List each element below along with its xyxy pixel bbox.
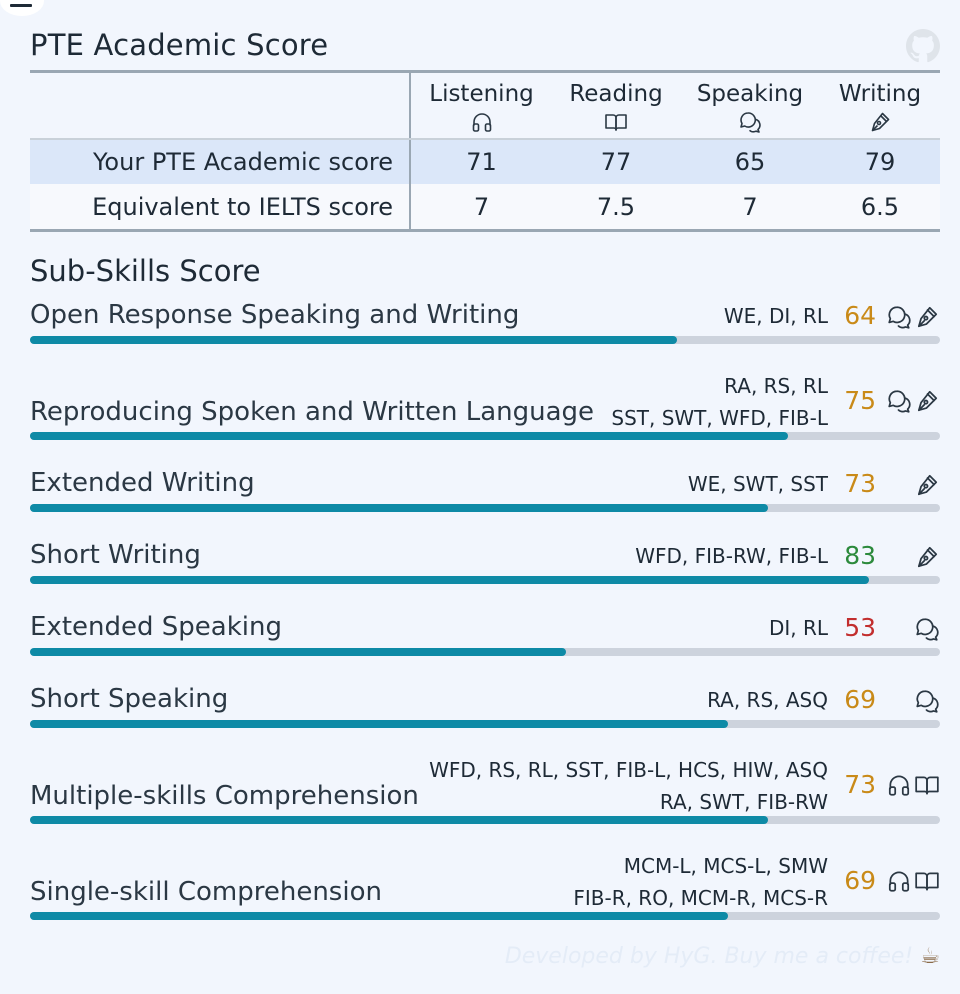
score-table: Listening Reading Speaking Writing Your …: [30, 70, 940, 232]
cell-writing: 6.5: [820, 184, 940, 229]
page-title: PTE Academic Score: [30, 28, 329, 62]
sub-skill-name: Reproducing Spoken and Written Language: [30, 397, 595, 427]
score-bar-track: [30, 576, 940, 584]
score-bar-track: [30, 504, 940, 512]
sub-skill-icons: [880, 472, 940, 498]
sub-skill-name: Extended Writing: [30, 468, 255, 498]
column-speaking: Speaking: [680, 73, 820, 140]
score-bar-fill: [30, 432, 789, 440]
footer-credit[interactable]: Developed by HyG. Buy me a coffee! ☕: [504, 944, 940, 969]
score-bar-fill: [30, 504, 769, 512]
chat-icon: [916, 618, 939, 641]
cell-speaking: 7: [680, 184, 820, 229]
sub-skill-tasks: MCM-L, MCS-L, SMW FIB-R, RO, MCM-R, MCS-R: [573, 854, 828, 910]
sub-skill-tasks: WE, DI, RL: [723, 304, 828, 328]
row-label: Equivalent to IELTS score: [30, 184, 411, 229]
menu-icon: [10, 4, 32, 7]
sub-skill-tasks: RA, RS, ASQ: [707, 688, 828, 712]
score-bar-track: [30, 336, 940, 344]
table-row-ielts-score: Equivalent to IELTS score 7 7.5 7 6.5: [30, 184, 940, 229]
score-bar-track: [30, 912, 940, 920]
sub-skill-score: 73: [844, 770, 876, 799]
column-writing: Writing: [820, 73, 940, 140]
sub-skill-score: 64: [844, 301, 876, 330]
score-bar-fill: [30, 912, 728, 920]
sub-skill-name: Short Writing: [30, 540, 201, 570]
sub-skill-row: Multiple-skills Comprehension WFD, RS, R…: [30, 754, 940, 826]
github-icon[interactable]: [906, 29, 940, 63]
sub-skill-row: Short Speaking RA, RS, ASQ 69: [30, 684, 940, 730]
sub-skill-row: Extended Speaking DI, RL 53: [30, 612, 940, 658]
sub-skill-row: Single-skill Comprehension MCM-L, MCS-L,…: [30, 850, 940, 922]
sub-skills-title: Sub-Skills Score: [30, 254, 261, 288]
score-bar-track: [30, 432, 940, 440]
pen-icon: [918, 390, 938, 412]
score-bar-fill: [30, 336, 678, 344]
column-reading: Reading: [552, 73, 680, 140]
pen-icon: [918, 306, 938, 328]
score-bar-track: [30, 720, 940, 728]
row-label: Your PTE Academic score: [30, 139, 411, 184]
sub-skill-row: Short Writing WFD, FIB-RW, FIB-L 83: [30, 540, 940, 586]
score-bar-fill: [30, 720, 728, 728]
sub-skill-icons: [880, 544, 940, 570]
book-icon: [605, 114, 627, 131]
sub-skill-tasks: WFD, FIB-RW, FIB-L: [635, 544, 828, 568]
sub-skill-score: 69: [844, 866, 876, 895]
pen-icon: [918, 474, 938, 496]
score-bar-track: [30, 816, 940, 824]
headphones-icon: [888, 775, 910, 796]
sub-skill-tasks: WFD, RS, RL, SST, FIB-L, HCS, HIW, ASQ RA…: [429, 758, 828, 814]
table-header-row: Listening Reading Speaking Writing: [30, 73, 940, 140]
sub-skill-icons: [880, 616, 940, 642]
sub-skill-name: Single-skill Comprehension: [30, 877, 382, 907]
cell-writing: 79: [820, 139, 940, 184]
sub-skill-icons: [880, 388, 940, 414]
sub-skill-tasks: DI, RL: [768, 616, 828, 640]
chat-icon: [888, 390, 911, 413]
sub-skill-name: Open Response Speaking and Writing: [30, 300, 520, 330]
sub-skill-icons: [880, 868, 940, 894]
cell-reading: 77: [552, 139, 680, 184]
sub-skill-score: 69: [844, 685, 876, 714]
sub-skill-icons: [880, 772, 940, 798]
cell-listening: 71: [410, 139, 552, 184]
score-bar-fill: [30, 648, 566, 656]
sub-skill-name: Extended Speaking: [30, 612, 282, 642]
book-icon: [915, 776, 939, 795]
sub-skill-tasks: RA, RS, RL SST, SWT, WFD, FIB-L: [611, 374, 828, 430]
coffee-icon: ☕: [920, 944, 940, 969]
score-bar-fill: [30, 576, 870, 584]
sub-skill-row: Reproducing Spoken and Written Language …: [30, 370, 940, 442]
chat-icon: [916, 690, 939, 713]
pen-icon: [871, 112, 890, 132]
chat-icon: [888, 306, 911, 329]
headphones-icon: [888, 871, 910, 892]
column-listening: Listening: [410, 73, 552, 140]
score-bar-track: [30, 648, 940, 656]
book-icon: [915, 872, 939, 891]
cell-listening: 7: [410, 184, 552, 229]
sub-skill-score: 75: [844, 386, 876, 415]
menu-button[interactable]: [0, 0, 44, 16]
table-corner: [30, 73, 411, 140]
sub-skill-score: 53: [844, 613, 876, 642]
sub-skill-row: Open Response Speaking and Writing WE, D…: [30, 300, 940, 346]
score-bar-fill: [30, 816, 769, 824]
sub-skill-icons: [880, 688, 940, 714]
chat-icon: [740, 112, 761, 133]
sub-skill-tasks: WE, SWT, SST: [687, 472, 828, 496]
sub-skill-name: Multiple-skills Comprehension: [30, 781, 419, 811]
sub-skill-score: 83: [844, 541, 876, 570]
sub-skill-row: Extended Writing WE, SWT, SST 73: [30, 468, 940, 514]
headphones-icon: [472, 113, 491, 132]
sub-skill-icons: [880, 304, 940, 330]
sub-skill-score: 73: [844, 469, 876, 498]
table-row-pte-score: Your PTE Academic score 71 77 65 79: [30, 139, 940, 184]
sub-skill-name: Short Speaking: [30, 684, 229, 714]
cell-speaking: 65: [680, 139, 820, 184]
cell-reading: 7.5: [552, 184, 680, 229]
pen-icon: [918, 546, 938, 568]
